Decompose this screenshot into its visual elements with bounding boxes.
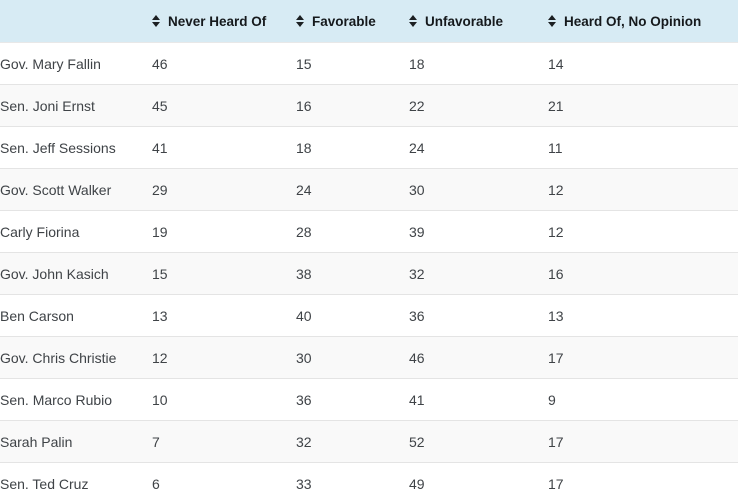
cell-unfavorable: 30	[409, 168, 548, 211]
sort-icon[interactable]	[548, 14, 557, 28]
cell-heard-of-no-opinion: 16	[548, 252, 738, 295]
cell-candidate-name: Sen. Joni Ernst	[0, 84, 152, 127]
cell-unfavorable: 36	[409, 294, 548, 337]
column-header-name[interactable]	[0, 0, 152, 43]
cell-candidate-name: Sen. Ted Cruz	[0, 462, 152, 504]
table-row: Sen. Marco Rubio 10 36 41 9	[0, 378, 738, 421]
cell-heard-of-no-opinion: 9	[548, 378, 738, 421]
cell-favorable: 28	[296, 210, 409, 253]
cell-heard-of-no-opinion: 12	[548, 210, 738, 253]
table-header-row: Never Heard Of Favorable Unfavorable Hea…	[0, 0, 738, 43]
cell-unfavorable: 24	[409, 126, 548, 169]
cell-heard-of-no-opinion: 12	[548, 168, 738, 211]
cell-never-heard-of: 7	[152, 420, 296, 463]
cell-never-heard-of: 6	[152, 462, 296, 504]
cell-favorable: 30	[296, 336, 409, 379]
cell-favorable: 16	[296, 84, 409, 127]
cell-never-heard-of: 46	[152, 42, 296, 85]
cell-candidate-name: Sen. Marco Rubio	[0, 378, 152, 421]
table-body: Gov. Mary Fallin 46 15 18 14 Sen. Joni Ernst 4…	[0, 42, 738, 504]
cell-unfavorable: 52	[409, 420, 548, 463]
cell-favorable: 38	[296, 252, 409, 295]
table-row: Sen. Joni Ernst 45 16 22 21	[0, 84, 738, 127]
column-header-favorable-label: Favorable	[312, 13, 376, 29]
cell-candidate-name: Sen. Jeff Sessions	[0, 126, 152, 169]
cell-candidate-name: Ben Carson	[0, 294, 152, 337]
table-row: Sen. Jeff Sessions 41 18 24 11	[0, 126, 738, 169]
cell-never-heard-of: 13	[152, 294, 296, 337]
cell-candidate-name: Gov. Chris Christie	[0, 336, 152, 379]
cell-heard-of-no-opinion: 17	[548, 420, 738, 463]
table-row: Ben Carson 13 40 36 13	[0, 294, 738, 337]
column-header-favorable[interactable]: Favorable	[296, 0, 409, 43]
cell-favorable: 36	[296, 378, 409, 421]
cell-never-heard-of: 41	[152, 126, 296, 169]
sort-icon[interactable]	[152, 14, 161, 28]
cell-candidate-name: Gov. Mary Fallin	[0, 42, 152, 85]
cell-heard-of-no-opinion: 14	[548, 42, 738, 85]
cell-favorable: 40	[296, 294, 409, 337]
cell-unfavorable: 41	[409, 378, 548, 421]
cell-never-heard-of: 15	[152, 252, 296, 295]
cell-unfavorable: 22	[409, 84, 548, 127]
cell-heard-of-no-opinion: 13	[548, 294, 738, 337]
table-header: Never Heard Of Favorable Unfavorable Hea…	[0, 0, 738, 43]
cell-unfavorable: 46	[409, 336, 548, 379]
cell-favorable: 32	[296, 420, 409, 463]
cell-candidate-name: Gov. John Kasich	[0, 252, 152, 295]
cell-unfavorable: 49	[409, 462, 548, 504]
cell-never-heard-of: 45	[152, 84, 296, 127]
table-row: Carly Fiorina 19 28 39 12	[0, 210, 738, 253]
cell-heard-of-no-opinion: 11	[548, 126, 738, 169]
column-header-never-heard-of-label: Never Heard Of	[168, 13, 267, 29]
column-header-heard-of-no-opinion-label: Heard Of, No Opinion	[564, 13, 702, 29]
cell-unfavorable: 18	[409, 42, 548, 85]
cell-favorable: 15	[296, 42, 409, 85]
column-header-never-heard-of[interactable]: Never Heard Of	[152, 0, 296, 43]
cell-candidate-name: Sarah Palin	[0, 420, 152, 463]
cell-never-heard-of: 12	[152, 336, 296, 379]
table-row: Gov. Mary Fallin 46 15 18 14	[0, 42, 738, 85]
column-header-unfavorable[interactable]: Unfavorable	[409, 0, 548, 43]
cell-heard-of-no-opinion: 17	[548, 336, 738, 379]
sort-icon[interactable]	[409, 14, 418, 28]
cell-favorable: 24	[296, 168, 409, 211]
cell-candidate-name: Carly Fiorina	[0, 210, 152, 253]
cell-never-heard-of: 29	[152, 168, 296, 211]
table-row: Gov. Chris Christie 12 30 46 17	[0, 336, 738, 379]
sort-icon[interactable]	[296, 14, 305, 28]
cell-unfavorable: 32	[409, 252, 548, 295]
cell-favorable: 33	[296, 462, 409, 504]
cell-heard-of-no-opinion: 17	[548, 462, 738, 504]
table-row: Gov. John Kasich 15 38 32 16	[0, 252, 738, 295]
column-header-heard-of-no-opinion[interactable]: Heard Of, No Opinion	[548, 0, 738, 43]
cell-never-heard-of: 19	[152, 210, 296, 253]
cell-heard-of-no-opinion: 21	[548, 84, 738, 127]
table-row: Sen. Ted Cruz 6 33 49 17	[0, 462, 738, 504]
cell-candidate-name: Gov. Scott Walker	[0, 168, 152, 211]
table-row: Sarah Palin 7 32 52 17	[0, 420, 738, 463]
cell-never-heard-of: 10	[152, 378, 296, 421]
cell-favorable: 18	[296, 126, 409, 169]
column-header-unfavorable-label: Unfavorable	[425, 13, 504, 29]
table-row: Gov. Scott Walker 29 24 30 12	[0, 168, 738, 211]
cell-unfavorable: 39	[409, 210, 548, 253]
